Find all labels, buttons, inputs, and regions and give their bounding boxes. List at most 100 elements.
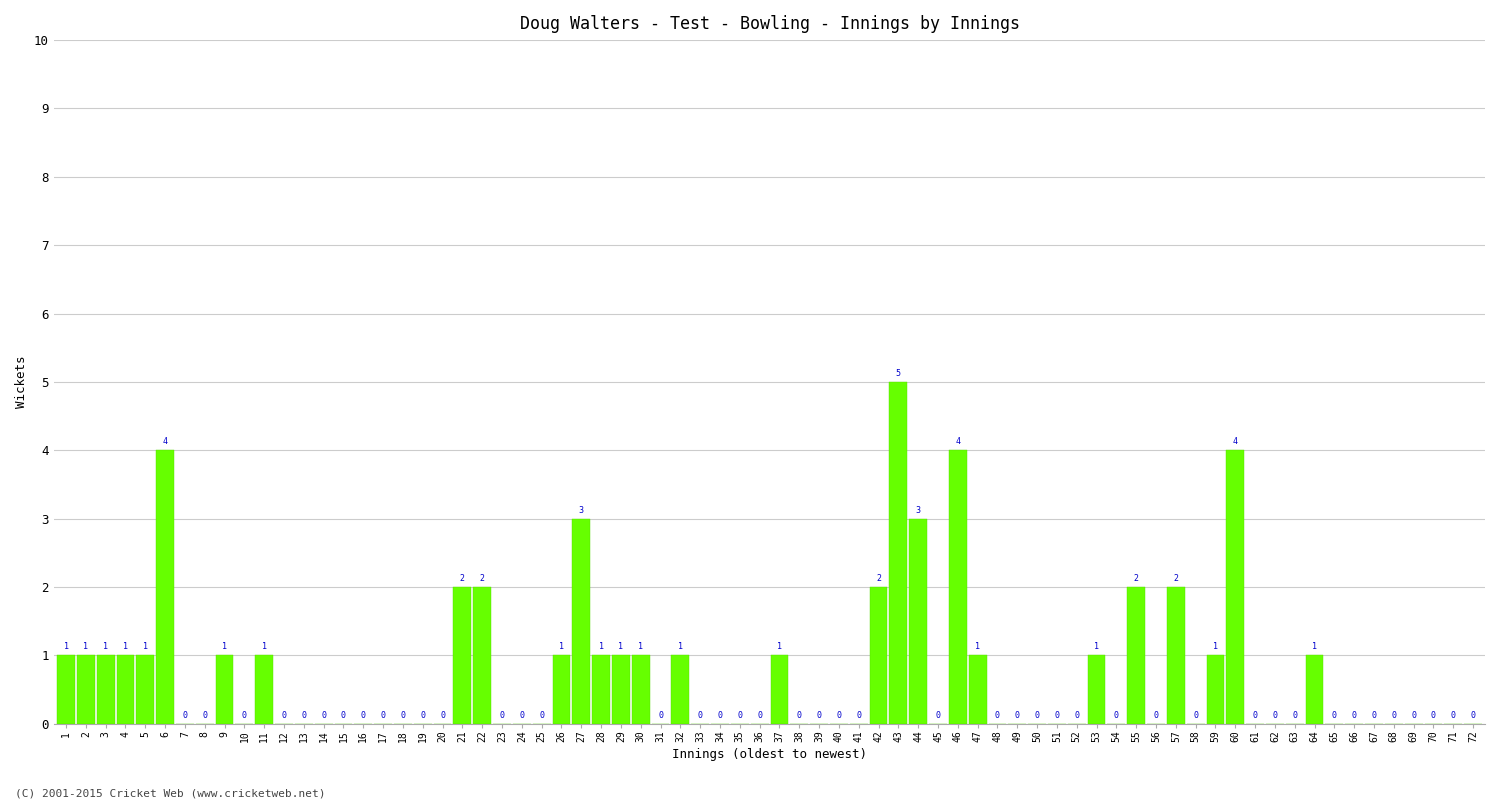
Text: 1: 1 (618, 642, 624, 651)
Text: 0: 0 (738, 710, 742, 720)
Text: 0: 0 (340, 710, 346, 720)
Text: 0: 0 (1412, 710, 1416, 720)
Text: 0: 0 (1272, 710, 1278, 720)
Text: 0: 0 (242, 710, 248, 720)
Text: 0: 0 (400, 710, 405, 720)
Bar (57, 655, 75, 724)
Text: 3: 3 (915, 506, 921, 514)
Bar (909, 518, 927, 724)
Text: 0: 0 (1154, 710, 1158, 720)
Text: 0: 0 (658, 710, 663, 720)
Text: 4: 4 (1233, 437, 1238, 446)
Text: 0: 0 (1074, 710, 1078, 720)
Text: 0: 0 (698, 710, 702, 720)
Bar (771, 655, 789, 724)
Text: 0: 0 (1292, 710, 1298, 720)
Text: 1: 1 (222, 642, 226, 651)
Text: 2: 2 (1173, 574, 1179, 583)
Text: 0: 0 (420, 710, 424, 720)
Bar (552, 655, 570, 724)
Bar (1088, 655, 1106, 724)
Text: 1: 1 (678, 642, 682, 651)
Title: Doug Walters - Test - Bowling - Innings by Innings: Doug Walters - Test - Bowling - Innings … (519, 15, 1020, 33)
Text: 0: 0 (856, 710, 861, 720)
Bar (890, 382, 908, 724)
Bar (216, 655, 234, 724)
Text: 1: 1 (1094, 642, 1100, 651)
Text: 0: 0 (717, 710, 723, 720)
Bar (96, 655, 114, 724)
Text: 0: 0 (1431, 710, 1436, 720)
Text: 1: 1 (84, 642, 88, 651)
Text: 2: 2 (1134, 574, 1138, 583)
Text: 5: 5 (896, 369, 902, 378)
Text: 3: 3 (579, 506, 584, 514)
Bar (632, 655, 650, 724)
Bar (255, 655, 273, 724)
Text: 0: 0 (796, 710, 802, 720)
Bar (136, 655, 154, 724)
Text: 1: 1 (63, 642, 69, 651)
Text: 0: 0 (837, 710, 842, 720)
Text: 0: 0 (936, 710, 940, 720)
Bar (969, 655, 987, 724)
Text: 1: 1 (104, 642, 108, 651)
Text: 1: 1 (123, 642, 128, 651)
Y-axis label: Wickets: Wickets (15, 356, 28, 408)
Text: 1: 1 (560, 642, 564, 651)
Bar (612, 655, 630, 724)
Bar (474, 587, 490, 724)
Bar (117, 655, 135, 724)
Text: 0: 0 (1114, 710, 1119, 720)
Text: 0: 0 (1035, 710, 1040, 720)
Text: 0: 0 (1352, 710, 1356, 720)
Bar (672, 655, 690, 724)
Text: 0: 0 (1332, 710, 1336, 720)
Text: 0: 0 (381, 710, 386, 720)
Text: 0: 0 (183, 710, 188, 720)
Bar (592, 655, 610, 724)
Bar (1128, 587, 1144, 724)
Text: 0: 0 (1392, 710, 1396, 720)
Text: 0: 0 (758, 710, 762, 720)
Text: 1: 1 (142, 642, 148, 651)
Bar (950, 450, 966, 724)
Text: 0: 0 (519, 710, 525, 720)
Text: 0: 0 (1470, 710, 1476, 720)
Text: 0: 0 (994, 710, 1000, 720)
Text: 0: 0 (440, 710, 446, 720)
Text: 1: 1 (1312, 642, 1317, 651)
Text: 0: 0 (538, 710, 544, 720)
Text: 0: 0 (1371, 710, 1377, 720)
Bar (453, 587, 471, 724)
Bar (870, 587, 888, 724)
Text: 0: 0 (1450, 710, 1456, 720)
Bar (1167, 587, 1185, 724)
Text: 1: 1 (1214, 642, 1218, 651)
Text: 0: 0 (816, 710, 822, 720)
Text: 2: 2 (480, 574, 484, 583)
Text: 4: 4 (162, 437, 168, 446)
Text: 1: 1 (598, 642, 603, 651)
Text: 0: 0 (1192, 710, 1198, 720)
Text: 1: 1 (777, 642, 782, 651)
Text: 1: 1 (638, 642, 644, 651)
Text: 0: 0 (202, 710, 207, 720)
Bar (1227, 450, 1244, 724)
Text: 0: 0 (500, 710, 504, 720)
Text: 0: 0 (362, 710, 366, 720)
Bar (1305, 655, 1323, 724)
Bar (1206, 655, 1224, 724)
Text: 0: 0 (321, 710, 326, 720)
Bar (76, 655, 94, 724)
Text: 1: 1 (975, 642, 980, 651)
Text: 0: 0 (302, 710, 306, 720)
Text: 0: 0 (1252, 710, 1257, 720)
Text: 2: 2 (876, 574, 880, 583)
Text: (C) 2001-2015 Cricket Web (www.cricketweb.net): (C) 2001-2015 Cricket Web (www.cricketwe… (15, 788, 326, 798)
Text: 0: 0 (1054, 710, 1059, 720)
Bar (573, 518, 590, 724)
Text: 1: 1 (261, 642, 267, 651)
Bar (156, 450, 174, 724)
Text: 0: 0 (1016, 710, 1020, 720)
